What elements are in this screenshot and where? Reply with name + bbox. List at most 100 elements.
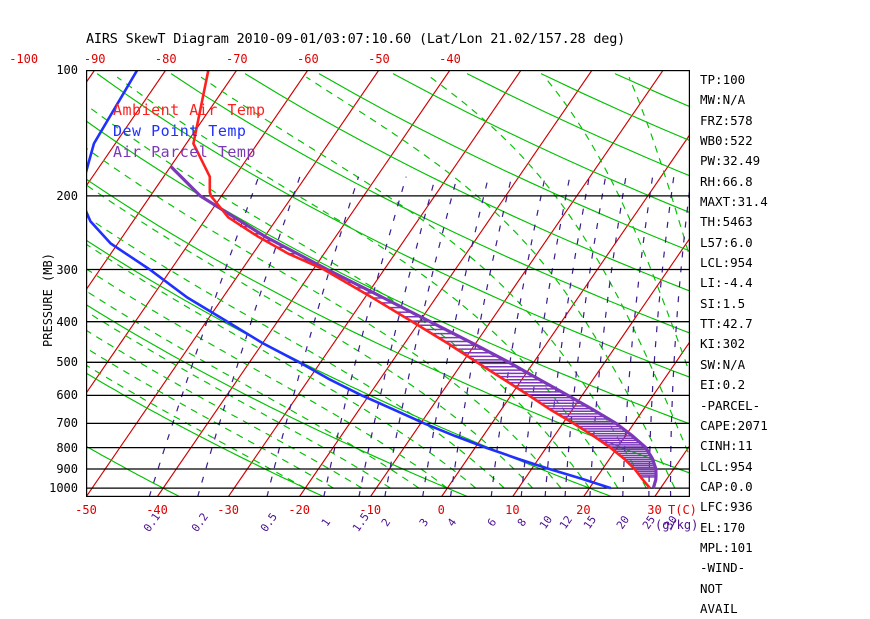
moist-adiabat-line xyxy=(544,76,690,376)
isotherm-line xyxy=(86,70,309,395)
isotherm-line xyxy=(369,70,664,497)
stat-line: MW:N/A xyxy=(700,92,746,108)
pressure-tick: 900 xyxy=(56,462,78,476)
isotherm-line xyxy=(440,133,690,497)
plot-contents xyxy=(86,70,690,497)
stat-line: KI:302 xyxy=(700,336,746,352)
mixing-ratio-tick: 4 xyxy=(444,516,459,529)
bottom-temp-tick: -20 xyxy=(288,503,311,517)
isotherm-line xyxy=(298,70,593,497)
bottom-temp-tick: -10 xyxy=(359,503,382,517)
bottom-temp-tick: 10 xyxy=(505,503,520,517)
pressure-tick: 700 xyxy=(56,416,78,431)
sounding-statistics-panel: TP:100 MW:N/A FRZ:578 WB0:522 PW:32.49 RH:66.… xyxy=(700,70,865,619)
dry-adiabat-line xyxy=(86,239,613,497)
stat-line: RH:66.8 xyxy=(700,173,753,189)
mixing-ratio-line xyxy=(148,176,260,497)
bottom-temp-tick: 20 xyxy=(576,503,591,517)
pressure-tick: 800 xyxy=(56,440,78,455)
moist-adiabat-line xyxy=(86,184,534,489)
top-temp-tick: -100 xyxy=(9,52,39,66)
pressure-tick: 600 xyxy=(56,388,78,403)
mixing-ratio-line xyxy=(490,176,546,497)
top-temp-tick: -50 xyxy=(368,52,390,66)
x-axis-label-mixing: (g/kg) xyxy=(655,518,699,532)
bottom-temp-tick: 0 xyxy=(437,503,445,517)
plot-frame xyxy=(86,70,690,497)
stat-line: NOT xyxy=(700,580,723,596)
y-axis-label: PRESSURE (MB) xyxy=(41,253,55,347)
pressure-tick: 1000 xyxy=(49,481,78,496)
mixing-ratio-tick: 2 xyxy=(379,516,394,529)
legend-ambient-air-temp: Ambient Air Temp xyxy=(113,101,266,119)
mixing-ratio-line xyxy=(520,176,571,497)
stat-line: LFC:936 xyxy=(700,499,753,515)
stat-line: -WIND- xyxy=(700,560,746,576)
air-parcel-temp-curve xyxy=(169,165,658,489)
dry-adiabat-line xyxy=(86,120,690,425)
stat-line: MPL:101 xyxy=(700,539,753,555)
isotherm-line xyxy=(156,70,451,497)
mixing-ratio-line xyxy=(422,176,490,497)
skewt-diagram-page: AIRS SkewT Diagram 2010-09-01/03:07:10.6… xyxy=(9,31,768,616)
top-temp-tick: -90 xyxy=(83,52,106,66)
moist-adiabat-line xyxy=(430,76,690,459)
stat-line: CAP:0.0 xyxy=(700,478,753,494)
moist-adiabat-line xyxy=(86,329,363,489)
mixing-ratio-line xyxy=(589,176,627,497)
dry-adiabat-line xyxy=(86,372,325,497)
ambient-air-temp-curve xyxy=(192,70,651,489)
moist-adiabat-line xyxy=(86,364,306,489)
dry-adiabat-line xyxy=(318,73,690,252)
mixing-ratio-line xyxy=(564,176,607,497)
moist-adiabat-line xyxy=(86,104,590,489)
mixing-ratio-tick: 1 xyxy=(318,516,333,529)
legend-dew-point-temp: Dew Point Temp xyxy=(113,122,247,140)
mixing-ratio-tick: 3 xyxy=(416,516,432,529)
mixing-ratio-line xyxy=(544,176,590,497)
pressure-tick: 300 xyxy=(56,262,78,277)
stat-line: AVAIL xyxy=(700,600,738,616)
plot-area xyxy=(86,70,690,497)
pressure-tick: 100 xyxy=(56,63,78,77)
stat-line: TT:42.7 xyxy=(700,316,753,332)
bottom-temp-tick: 30 xyxy=(647,503,662,517)
stat-line: TP:100 xyxy=(700,72,746,87)
dry-adiabat-line xyxy=(466,73,690,177)
moist-adiabat-line xyxy=(305,76,676,489)
mixing-ratio-line xyxy=(648,176,675,497)
mixing-ratio-tick: 10 xyxy=(536,513,555,532)
moist-adiabat-line xyxy=(86,347,334,489)
pressure-tick: 500 xyxy=(56,355,78,370)
stat-line: PW:32.49 xyxy=(700,153,761,169)
pressure-tick: 400 xyxy=(56,314,78,329)
dry-adiabat-line xyxy=(86,178,690,474)
stat-line: MAXT:31.4 xyxy=(700,194,768,210)
x-axis-label-temp: T(C) xyxy=(668,503,697,517)
stat-line: LCL:954 xyxy=(700,458,753,474)
legend-air-parcel-temp: Air Parcel Temp xyxy=(113,143,256,161)
top-temp-tick: -60 xyxy=(297,52,319,66)
isotherm-line xyxy=(86,70,380,497)
dry-adiabat-line xyxy=(244,73,690,292)
mixing-ratio-line xyxy=(622,176,654,497)
stat-line: LCL:954 xyxy=(700,255,753,271)
stat-line: FRZ:578 xyxy=(700,112,753,128)
top-temp-tick: -40 xyxy=(439,52,461,66)
moist-adiabat-line xyxy=(86,310,391,489)
mixing-ratio-tick: 0.5 xyxy=(258,510,281,535)
isotherm-line xyxy=(86,70,238,291)
mixing-ratio-line xyxy=(384,176,458,497)
stat-line: L57:6.0 xyxy=(700,234,753,250)
moist-adiabat-line xyxy=(86,215,505,489)
dry-adiabat-line xyxy=(170,73,690,334)
mixing-ratio-tick: 12 xyxy=(556,513,575,532)
stat-line: SW:N/A xyxy=(700,356,746,372)
mixing-ratio-tick: 8 xyxy=(514,516,530,529)
isotherm-line xyxy=(511,237,690,497)
stat-line: EL:170 xyxy=(700,519,746,535)
bottom-temp-tick: -40 xyxy=(146,503,168,517)
stat-line: LI:-4.4 xyxy=(700,275,753,291)
isotherm-line xyxy=(86,70,167,188)
dry-adiabat-line xyxy=(86,445,181,497)
